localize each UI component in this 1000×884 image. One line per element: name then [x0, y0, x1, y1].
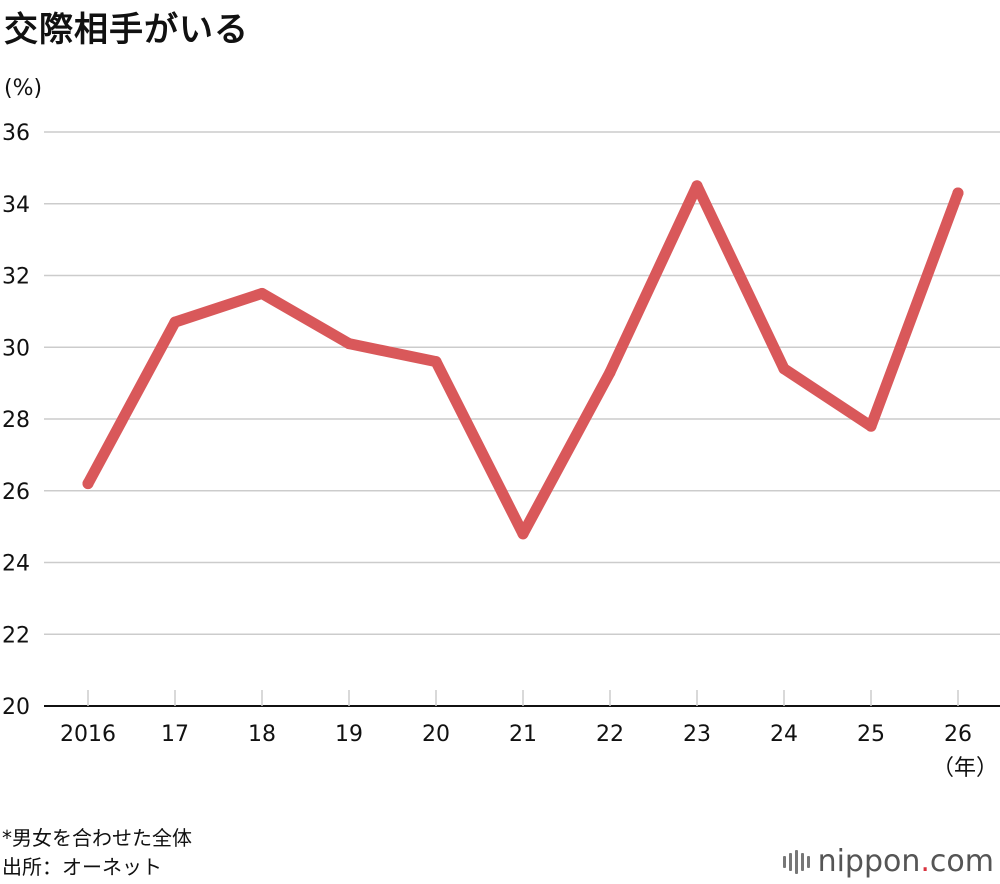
data-point: [343, 338, 355, 350]
data-point: [952, 187, 964, 199]
y-tick-labels: 20 22 24 26 28 30 32 34 36: [2, 121, 30, 720]
data-point: [691, 180, 703, 192]
x-tick-label: 22: [596, 722, 624, 747]
logo-dot: .: [920, 844, 930, 879]
source-note: 出所：オーネット: [2, 855, 162, 879]
data-point: [256, 287, 268, 299]
logo-text-main: nippon: [817, 844, 921, 879]
nippon-logo: nippon. com: [782, 844, 994, 879]
y-tick-label: 22: [2, 623, 30, 648]
x-tick-label: 21: [509, 722, 537, 747]
series-line: [82, 180, 964, 540]
data-point: [430, 356, 442, 368]
x-tick-label: 24: [770, 722, 798, 747]
data-point: [865, 420, 877, 432]
y-tick-label: 30: [2, 336, 30, 361]
series-layer: [82, 180, 964, 540]
data-point: [778, 363, 790, 375]
data-point: [604, 366, 616, 378]
grid-lines: [44, 131, 1000, 707]
y-tick-label: 28: [2, 408, 30, 433]
data-point: [517, 528, 529, 540]
x-tick-label: 18: [248, 722, 276, 747]
x-tick-label: 2016: [60, 722, 116, 747]
footnote: *男女を合わせた全体: [2, 826, 192, 850]
y-tick-label: 34: [2, 193, 30, 218]
logo-mark-icon: [782, 849, 810, 874]
y-tick-label: 20: [2, 695, 30, 720]
y-tick-label: 36: [2, 121, 30, 146]
y-axis-unit: (%): [4, 76, 43, 101]
data-point: [82, 478, 94, 490]
x-tick-labels: 2016 17 18 19 20 21 22 23 24 25 26: [60, 722, 972, 747]
x-tick-label: 23: [683, 722, 711, 747]
y-tick-label: 26: [2, 480, 30, 505]
x-tick-label: 17: [161, 722, 189, 747]
x-tick-label: 25: [857, 722, 885, 747]
chart-title: 交際相手がいる: [4, 10, 249, 50]
x-tick-label: 26: [944, 722, 972, 747]
x-tick-label: 19: [335, 722, 363, 747]
data-point: [169, 316, 181, 328]
y-tick-label: 24: [2, 552, 30, 577]
logo-text-tail: com: [929, 844, 994, 879]
x-tick-label: 20: [422, 722, 450, 747]
y-tick-label: 32: [2, 265, 30, 290]
x-axis-unit: （年）: [932, 756, 998, 781]
